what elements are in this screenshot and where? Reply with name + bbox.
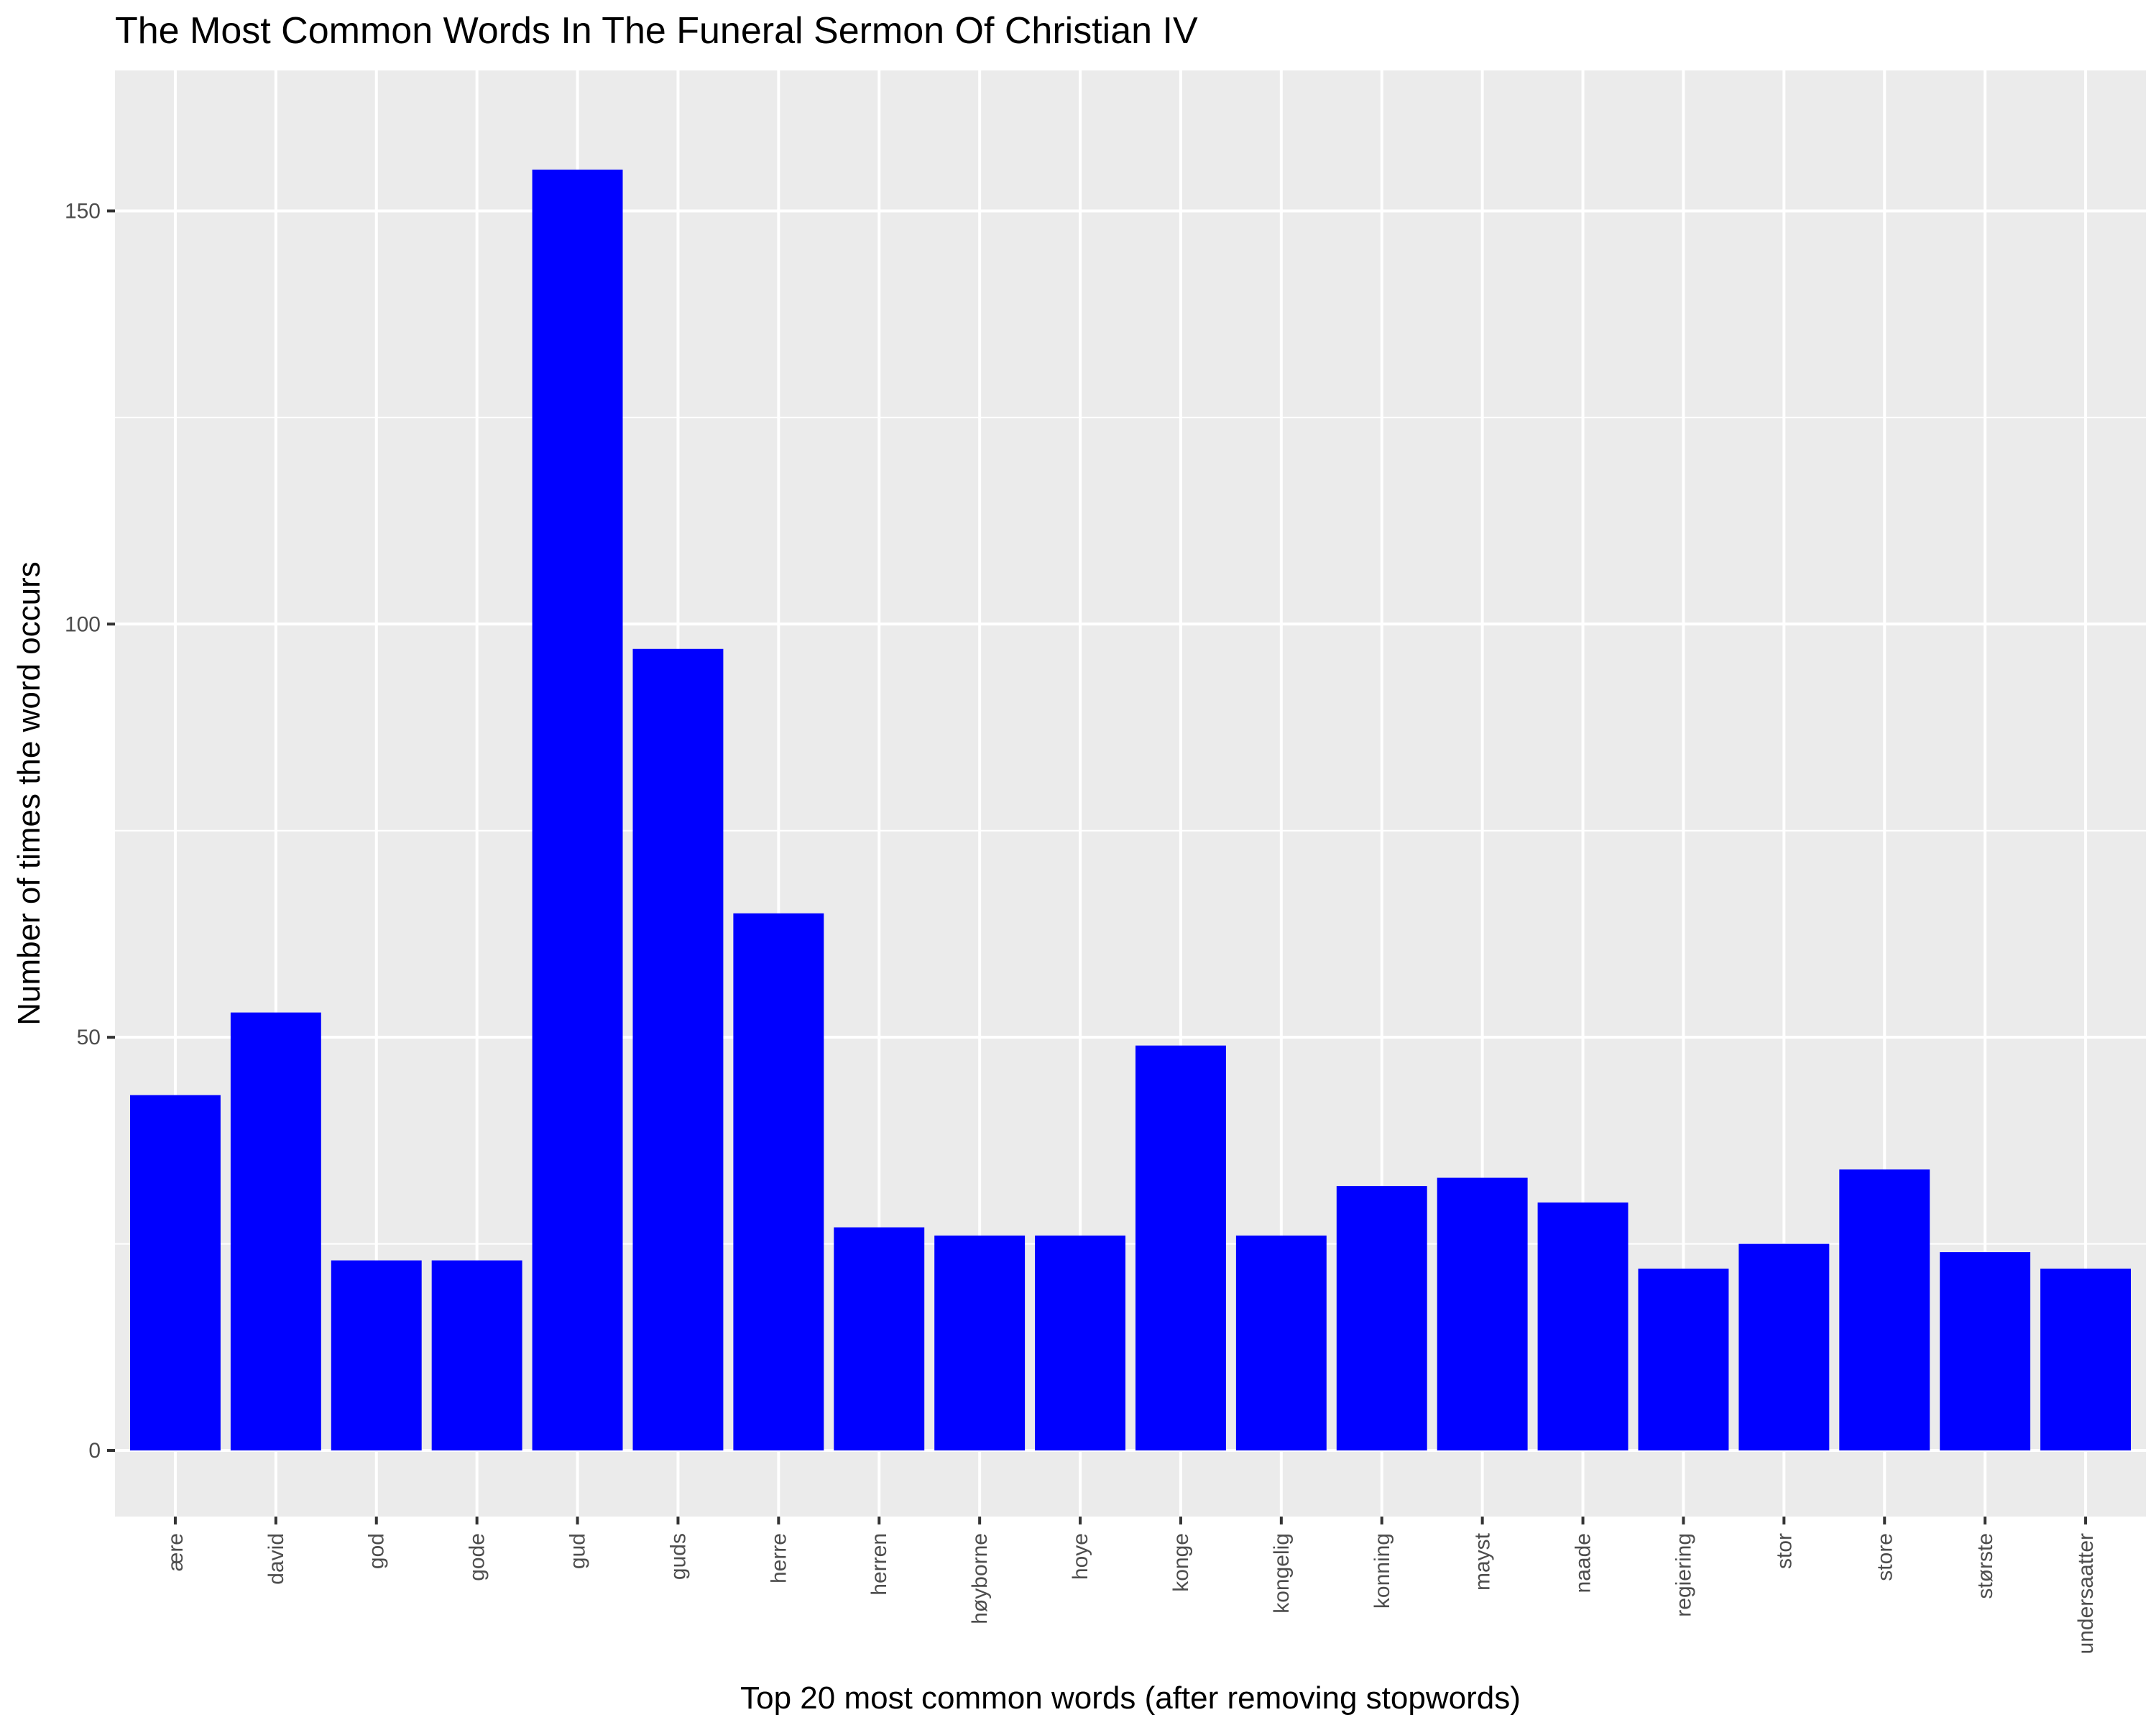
bar-herre [733, 913, 824, 1451]
bar-hoye [1035, 1236, 1126, 1451]
bar-store [1839, 1169, 1930, 1451]
bar-ære [129, 1095, 221, 1451]
bar-david [230, 1012, 321, 1451]
x-tick-label: høyborne [968, 1533, 992, 1624]
bar-konge [1135, 1045, 1226, 1451]
x-tick-label: guds [666, 1533, 690, 1580]
bar-regiering [1638, 1269, 1729, 1451]
bar-konning [1336, 1186, 1427, 1451]
x-tick-label: gode [466, 1533, 489, 1581]
bar-høyborne [934, 1236, 1026, 1451]
bar-gode [431, 1260, 522, 1451]
x-axis-title: Top 20 most common words (after removing… [740, 1680, 1521, 1716]
y-axis-title: Number of times the word occurs [11, 561, 47, 1026]
x-tick-label: naade [1572, 1533, 1595, 1593]
x-tick-label: david [264, 1533, 288, 1585]
x-tick-label: undersaatter [2074, 1533, 2098, 1654]
bar-gud [532, 169, 623, 1451]
x-tick-label: hoye [1069, 1533, 1092, 1580]
x-tick-label: gud [566, 1533, 590, 1569]
bar-herren [834, 1227, 925, 1451]
y-axis: 0 50 100 150 [65, 199, 115, 1463]
bar-stor [1738, 1243, 1830, 1451]
bar-naade [1537, 1202, 1628, 1451]
x-tick-label: god [365, 1533, 389, 1569]
chart-title: The Most Common Words In The Funeral Ser… [115, 10, 1198, 52]
x-tick-label: konge [1169, 1533, 1193, 1592]
y-tick-label: 50 [77, 1026, 101, 1049]
x-tick-label: regiering [1672, 1533, 1695, 1617]
bars [129, 169, 2132, 1451]
bar-mayst [1437, 1177, 1528, 1451]
bar-kongelig [1235, 1236, 1327, 1451]
bar-største [1940, 1252, 2031, 1451]
y-tick-label: 150 [65, 199, 101, 223]
x-tick-label: herre [767, 1533, 791, 1583]
x-tick-label: stor [1772, 1533, 1796, 1569]
y-tick-label: 0 [88, 1439, 101, 1463]
x-axis: ære david god gode gud guds herre herren høyborn… [164, 1517, 2098, 1654]
x-tick-label: mayst [1471, 1532, 1495, 1591]
y-tick-label: 100 [65, 612, 101, 636]
x-tick-label: herren [867, 1533, 891, 1596]
bar-undersaatter [2040, 1269, 2132, 1451]
x-tick-label: store [1873, 1533, 1897, 1581]
x-tick-label: konning [1370, 1533, 1394, 1609]
x-tick-label: største [1973, 1533, 1997, 1599]
x-tick-label: kongelig [1270, 1533, 1294, 1614]
bar-god [331, 1260, 422, 1451]
bar-guds [632, 648, 724, 1451]
x-tick-label: ære [164, 1533, 188, 1571]
